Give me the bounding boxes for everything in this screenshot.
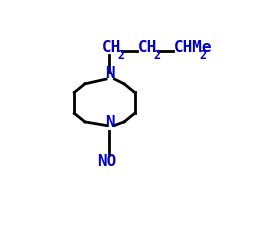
Text: CH: CH (102, 40, 121, 55)
Text: N: N (105, 66, 115, 81)
Text: NO: NO (98, 154, 117, 169)
Text: 2: 2 (154, 49, 161, 62)
Text: 2: 2 (199, 49, 206, 62)
Text: 2: 2 (118, 49, 125, 62)
Text: CHMe: CHMe (174, 40, 212, 55)
Text: CH: CH (138, 40, 157, 55)
Text: N: N (105, 115, 115, 130)
